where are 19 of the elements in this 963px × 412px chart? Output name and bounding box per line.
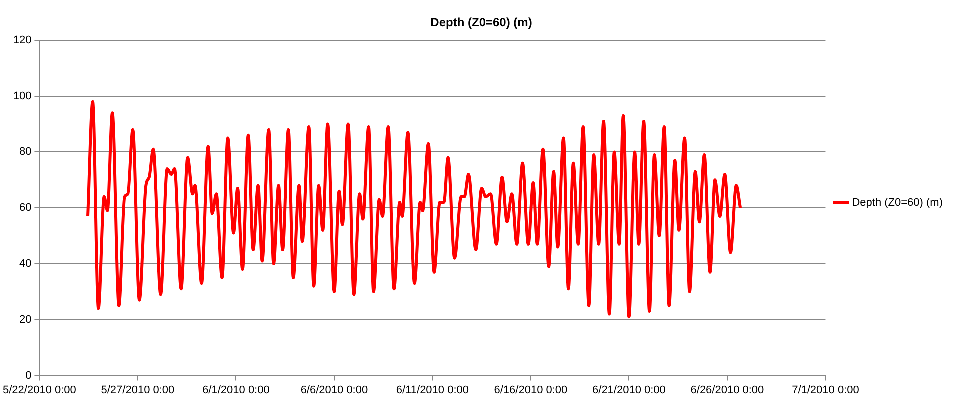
x-tick-label: 7/1/2010 0:00 xyxy=(792,384,860,396)
x-tick-label: 6/21/2010 0:00 xyxy=(592,384,666,396)
y-tick-label: 20 xyxy=(19,314,32,326)
y-tick-label: 120 xyxy=(13,34,32,46)
chart-title: Depth (Z0=60) (m) xyxy=(430,16,532,30)
x-tick-label: 6/16/2010 0:00 xyxy=(494,384,568,396)
y-tick-label: 80 xyxy=(19,146,32,158)
line-series xyxy=(86,100,742,319)
y-tick-label: 60 xyxy=(19,202,32,214)
x-tick-label: 5/22/2010 0:00 xyxy=(3,384,76,396)
x-tick-label: 6/6/2010 0:00 xyxy=(300,384,368,396)
x-tick-label: 6/1/2010 0:00 xyxy=(202,384,270,396)
x-tick-label: 6/11/2010 0:00 xyxy=(396,384,470,396)
y-tick-label: 100 xyxy=(13,90,32,102)
x-tick-label: 5/27/2010 0:00 xyxy=(101,384,175,396)
y-tick-label: 40 xyxy=(19,258,32,270)
legend-label: Depth (Z0=60) (m) xyxy=(852,197,944,210)
x-tick-label: 6/26/2010 0:00 xyxy=(690,384,764,396)
y-tick-label: 0 xyxy=(26,370,32,382)
